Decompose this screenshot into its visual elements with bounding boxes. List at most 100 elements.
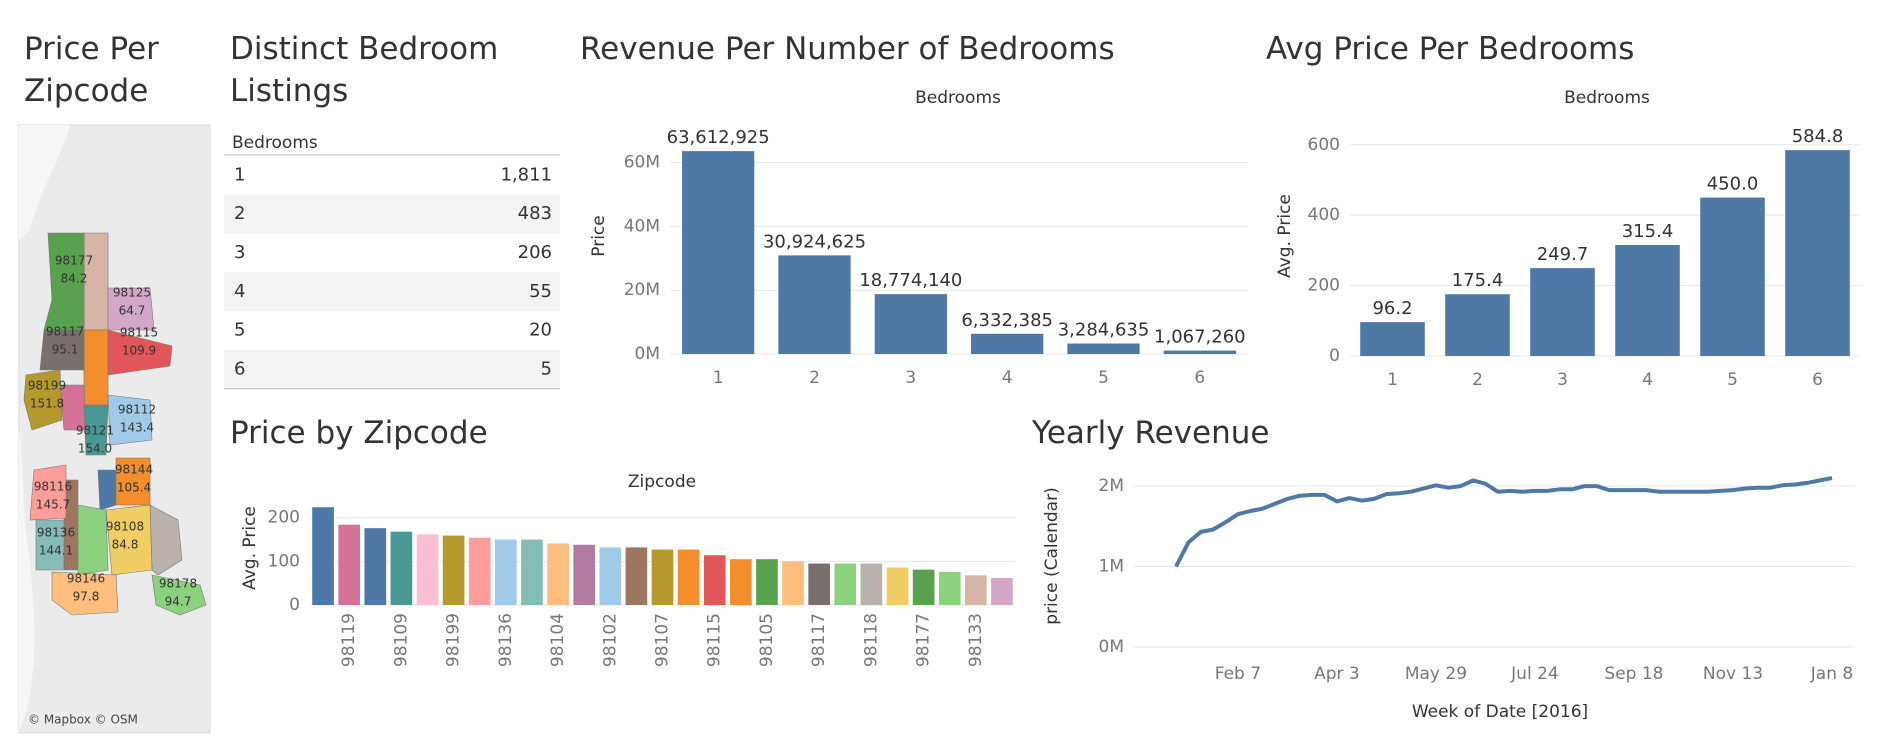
x-tick-label: 6	[1194, 368, 1205, 388]
data-label: 30,924,625	[763, 231, 866, 252]
table-header: Bedrooms	[232, 133, 318, 153]
bar	[756, 559, 778, 605]
map-region	[97, 469, 117, 511]
x-tick-label: 2	[1472, 370, 1483, 390]
x-tick-label: Sep 18	[1604, 664, 1663, 684]
map-zipcode: 98178	[159, 577, 197, 591]
data-label: 584.8	[1792, 126, 1844, 147]
x-tick-label: 6	[1812, 370, 1823, 390]
x-tick-label: 98119	[339, 613, 359, 667]
bar	[808, 563, 831, 605]
bar	[599, 547, 622, 605]
map-region	[35, 519, 65, 571]
map-value: 64.7	[119, 304, 146, 318]
x-tick-label: 3	[1557, 370, 1568, 390]
table-cell: 1,811	[500, 164, 552, 185]
x-tick-label: 3	[905, 368, 916, 388]
x-tick-label: 98115	[705, 613, 725, 667]
map-value: 154.0	[78, 442, 112, 456]
bar	[312, 507, 334, 605]
data-label: 175.4	[1452, 270, 1504, 291]
chart-title: Yearly Revenue	[1032, 415, 1270, 451]
bar	[778, 255, 851, 354]
map-value: 109.9	[122, 344, 156, 358]
x-tick-label: 98105	[757, 613, 777, 667]
map-region	[83, 329, 109, 406]
x-tick-label: 98102	[600, 613, 620, 667]
y-axis-label: Avg. Price	[240, 506, 260, 590]
map-region	[107, 329, 173, 376]
data-label: 1,067,260	[1154, 327, 1246, 348]
data-label: 18,774,140	[859, 270, 962, 291]
bar	[442, 535, 465, 605]
chart-title: Avg Price Per Bedrooms	[1266, 31, 1635, 67]
bar	[1360, 322, 1425, 356]
bar	[964, 575, 987, 605]
bar	[390, 531, 413, 605]
x-tick-label: Jan 8	[1810, 664, 1853, 684]
x-tick-label: 98118	[861, 613, 881, 667]
map-region	[105, 504, 153, 576]
map-region	[151, 574, 207, 616]
bar	[886, 567, 909, 605]
x-axis-label: Bedrooms	[915, 88, 1001, 108]
x-tick-label: 98199	[444, 613, 464, 667]
map-zipcode: 98177	[55, 254, 93, 268]
x-tick-label: 98136	[496, 613, 516, 667]
data-label: 96.2	[1372, 298, 1412, 319]
y-tick-label: 0	[1329, 346, 1340, 366]
data-label: 6,332,385	[961, 310, 1053, 331]
x-tick-label: 5	[1727, 370, 1738, 390]
table-cell: 4	[234, 281, 245, 302]
map-region	[107, 287, 155, 331]
bar	[573, 544, 596, 605]
bar	[874, 294, 947, 354]
bar	[1785, 150, 1850, 356]
bar	[677, 549, 700, 605]
map-zipcode: 98136	[37, 526, 75, 540]
y-tick-label: 400	[1308, 205, 1340, 225]
map-region	[83, 404, 109, 456]
map-zipcode: 98121	[76, 424, 114, 438]
x-tick-label: 98133	[966, 613, 986, 667]
bar	[416, 534, 439, 605]
line	[1174, 476, 1833, 568]
bar	[1445, 294, 1510, 356]
x-tick-label: 1	[713, 368, 724, 388]
x-tick-label: May 29	[1405, 664, 1467, 684]
bar	[860, 563, 883, 605]
y-tick-label: 0M	[1099, 637, 1124, 657]
map-value: 94.7	[165, 595, 192, 609]
y-tick-label: 2M	[1099, 476, 1124, 496]
x-axis-label: Zipcode	[628, 472, 696, 492]
map-zipcode: 98116	[34, 480, 72, 494]
map-water	[19, 430, 35, 733]
x-tick-label: 4	[1002, 368, 1013, 388]
bar	[651, 549, 674, 605]
x-tick-label: 98104	[548, 613, 568, 667]
map-value: 144.1	[39, 544, 73, 558]
map-title: Price Per Zipcode	[24, 31, 159, 109]
bar	[912, 569, 935, 605]
map-value: 143.4	[120, 421, 154, 435]
x-tick-label: Jul 24	[1510, 664, 1559, 684]
table-cell: 483	[518, 203, 552, 224]
map-value: 151.8	[30, 397, 64, 411]
y-tick-label: 200	[268, 508, 300, 528]
bar	[494, 539, 517, 605]
bar	[782, 561, 804, 605]
y-tick-label: 100	[268, 551, 300, 571]
x-tick-label: 1	[1387, 370, 1398, 390]
bar	[1700, 197, 1765, 356]
bar	[625, 547, 648, 605]
bar	[1530, 268, 1595, 356]
table-cell: 3	[234, 242, 245, 263]
map-water	[19, 125, 70, 240]
table-row-band	[224, 272, 560, 312]
chart-title: Price by Zipcode	[230, 415, 488, 451]
map-value: 95.1	[52, 343, 79, 357]
map-region	[51, 571, 119, 616]
bar	[547, 543, 569, 605]
x-tick-label: Nov 13	[1703, 664, 1763, 684]
map-attribution: © Mapbox © OSM	[28, 713, 138, 727]
